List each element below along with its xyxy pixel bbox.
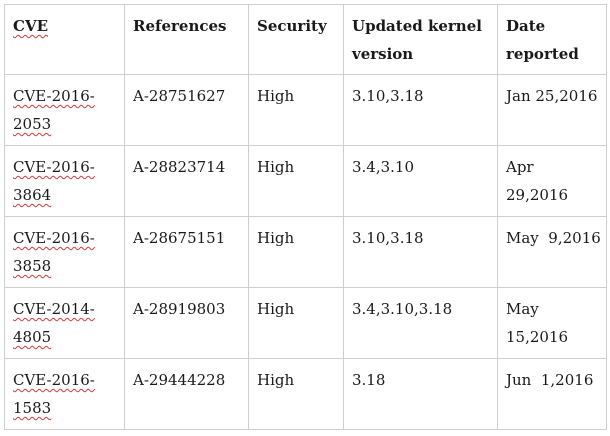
header-cve-label: CVE	[13, 17, 49, 35]
cve-id: CVE-2016-2053	[13, 87, 95, 133]
cell-kernel-version: 3.18	[343, 358, 498, 430]
header-cve: CVE	[4, 4, 125, 75]
cve-table: CVE References Security Updated kernel v…	[4, 4, 607, 430]
cell-cve: CVE-2014-4805	[4, 287, 125, 359]
cell-security: High	[248, 145, 344, 217]
cell-kernel-version: 3.10,3.18	[343, 216, 498, 288]
cell-cve: CVE-2016-3858	[4, 216, 125, 288]
table-body: CVE-2016-2053 A-28751627 High 3.10,3.18 …	[4, 74, 607, 430]
cell-security: High	[248, 287, 344, 359]
table-header: CVE References Security Updated kernel v…	[4, 4, 607, 75]
table-row: CVE-2016-2053 A-28751627 High 3.10,3.18 …	[4, 74, 607, 146]
cell-cve: CVE-2016-2053	[4, 74, 125, 146]
cell-date-reported: Jun 1,2016	[497, 358, 607, 430]
cve-id: CVE-2016-3864	[13, 158, 95, 204]
cell-kernel-version: 3.4,3.10	[343, 145, 498, 217]
cell-kernel-version: 3.10,3.18	[343, 74, 498, 146]
cell-references: A-28919803	[124, 287, 249, 359]
table-row: CVE-2016-3858 A-28675151 High 3.10,3.18 …	[4, 216, 607, 288]
header-date-reported: Date reported	[497, 4, 607, 75]
cell-date-reported: Jan 25,2016	[497, 74, 607, 146]
cell-references: A-28675151	[124, 216, 249, 288]
cell-cve: CVE-2016-3864	[4, 145, 125, 217]
table-row: CVE-2016-1583 A-29444228 High 3.18 Jun 1…	[4, 358, 607, 430]
cve-id: CVE-2016-1583	[13, 371, 95, 417]
cell-security: High	[248, 358, 344, 430]
header-kernel-version: Updated kernel version	[343, 4, 498, 75]
cell-date-reported: Apr 29,2016	[497, 145, 607, 217]
cve-id: CVE-2014-4805	[13, 300, 95, 346]
table-row: CVE-2014-4805 A-28919803 High 3.4,3.10,3…	[4, 287, 607, 359]
cell-kernel-version: 3.4,3.10,3.18	[343, 287, 498, 359]
cell-security: High	[248, 74, 344, 146]
cve-id: CVE-2016-3858	[13, 229, 95, 275]
cell-references: A-29444228	[124, 358, 249, 430]
cell-references: A-28823714	[124, 145, 249, 217]
header-security: Security	[248, 4, 344, 75]
cell-references: A-28751627	[124, 74, 249, 146]
header-row: CVE References Security Updated kernel v…	[4, 4, 607, 75]
header-references: References	[124, 4, 249, 75]
cell-security: High	[248, 216, 344, 288]
cell-date-reported: May 15,2016	[497, 287, 607, 359]
cell-date-reported: May 9,2016	[497, 216, 607, 288]
cell-cve: CVE-2016-1583	[4, 358, 125, 430]
table-row: CVE-2016-3864 A-28823714 High 3.4,3.10 A…	[4, 145, 607, 217]
